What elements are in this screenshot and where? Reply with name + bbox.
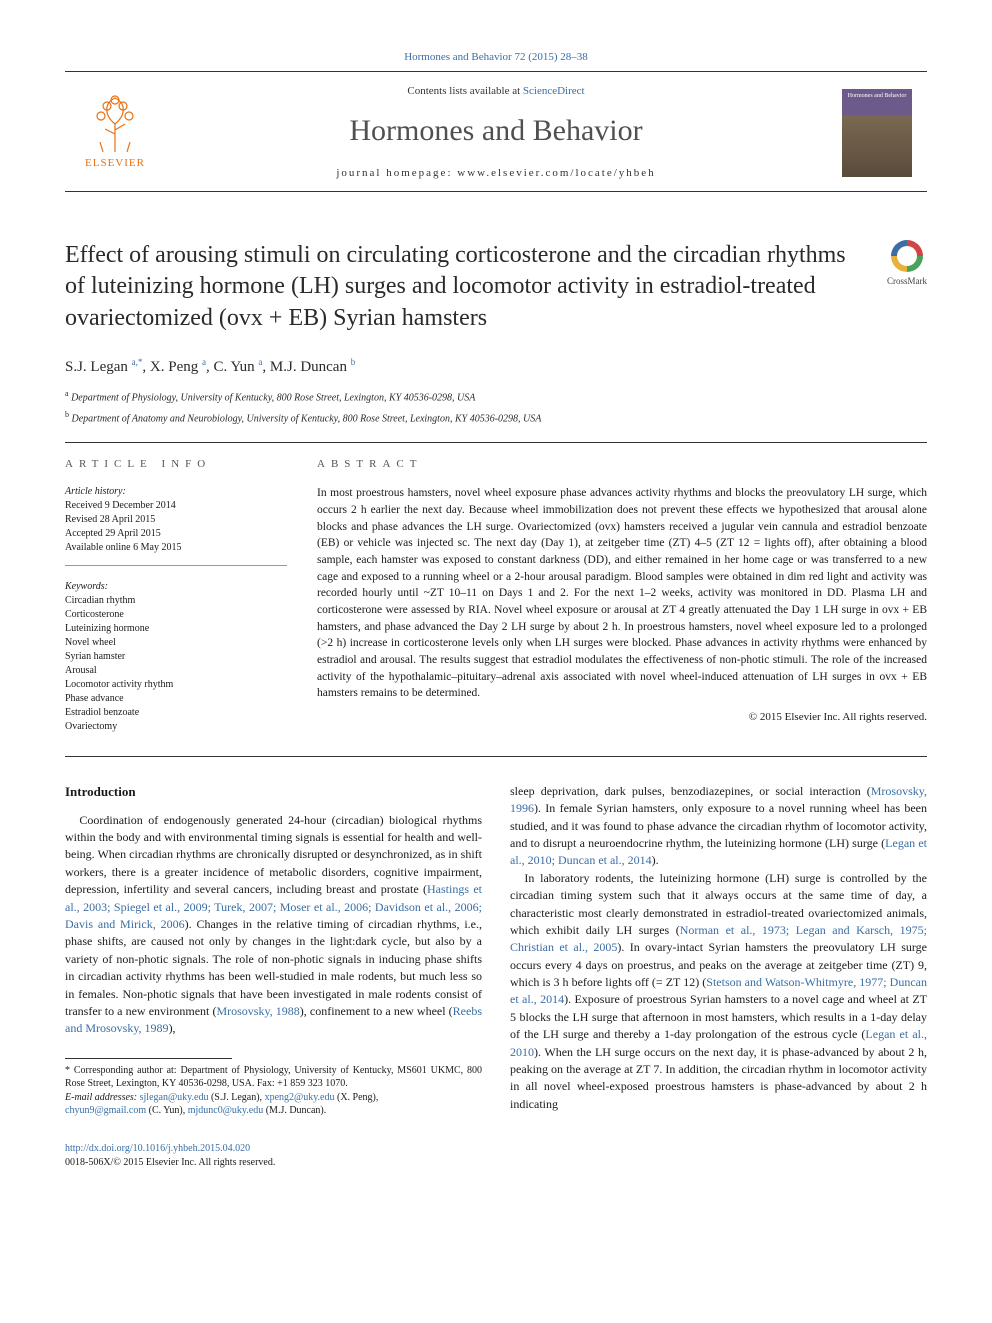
rule (65, 756, 927, 757)
author-list: S.J. Legan a,*, X. Peng a, C. Yun a, M.J… (65, 356, 927, 378)
journal-name: Hormones and Behavior (165, 110, 827, 152)
article-info-column: article info Article history: Received 9… (65, 457, 287, 733)
text-run: ), confinement to a new wheel ( (300, 1004, 453, 1018)
abstract-text: In most proestrous hamsters, novel wheel… (317, 485, 927, 702)
text-run: ). (652, 853, 659, 867)
keyword: Ovariectomy (65, 720, 287, 734)
email-link[interactable]: sjlegan@uky.edu (140, 1092, 209, 1103)
history-item: Received 9 December 2014 (65, 499, 287, 513)
masthead: ELSEVIER Contents lists available at Sci… (65, 72, 927, 192)
journal-reference: Hormones and Behavior 72 (2015) 28–38 (65, 50, 927, 65)
email-link[interactable]: mjdunc0@uky.edu (188, 1105, 264, 1116)
email-label: E-mail addresses: (65, 1092, 140, 1103)
journal-homepage-line: journal homepage: www.elsevier.com/locat… (165, 166, 827, 181)
history-item: Revised 28 April 2015 (65, 513, 287, 527)
body-paragraph: sleep deprivation, dark pulses, benzodia… (510, 783, 927, 870)
text-run: ). When the LH surge occurs on the next … (510, 1045, 927, 1111)
text-run: ), (169, 1021, 176, 1035)
keywords-block: Keywords: Circadian rhythm Corticosteron… (65, 580, 287, 734)
history-heading: Article history: (65, 485, 287, 499)
masthead-center: Contents lists available at ScienceDirec… (165, 84, 827, 181)
email-who: (C. Yun), (146, 1105, 188, 1116)
history-item: Available online 6 May 2015 (65, 541, 287, 555)
keyword: Corticosterone (65, 608, 287, 622)
email-who: (M.J. Duncan). (263, 1105, 326, 1116)
contents-prefix: Contents lists available at (407, 85, 522, 97)
body-paragraph: In laboratory rodents, the luteinizing h… (510, 870, 927, 1113)
crossmark-badge[interactable]: CrossMark (887, 240, 927, 288)
article-history-block: Article history: Received 9 December 201… (65, 485, 287, 566)
keyword: Estradiol benzoate (65, 706, 287, 720)
info-abstract-row: article info Article history: Received 9… (65, 457, 927, 747)
homepage-prefix: journal homepage: (336, 167, 457, 179)
abstract-heading: abstract (317, 457, 927, 473)
history-item: Accepted 29 April 2015 (65, 527, 287, 541)
email-line: E-mail addresses: sjlegan@uky.edu (S.J. … (65, 1091, 482, 1105)
footnote-separator (65, 1058, 232, 1059)
abstract-column: abstract In most proestrous hamsters, no… (317, 457, 927, 733)
affiliation: a Department of Physiology, University o… (65, 388, 927, 405)
email-link[interactable]: chyun9@gmail.com (65, 1105, 146, 1116)
elsevier-tree-icon (85, 94, 145, 154)
crossmark-icon (891, 240, 923, 272)
text-run: ). Changes in the relative timing of cir… (65, 917, 482, 1018)
email-who: (X. Peng), (335, 1092, 379, 1103)
text-run: sleep deprivation, dark pulses, benzodia… (510, 784, 871, 798)
article-info-heading: article info (65, 457, 287, 472)
crossmark-label: CrossMark (887, 275, 927, 288)
email-line: chyun9@gmail.com (C. Yun), mjdunc0@uky.e… (65, 1104, 482, 1118)
email-who: (S.J. Legan), (208, 1092, 264, 1103)
footnotes-block: * Corresponding author at: Department of… (65, 1064, 482, 1118)
journal-cover-thumb: Hormones and Behavior (842, 89, 912, 177)
page-footer: http://dx.doi.org/10.1016/j.yhbeh.2015.0… (65, 1142, 927, 1170)
keyword: Circadian rhythm (65, 594, 287, 608)
text-run: ). In female Syrian hamsters, only expos… (510, 801, 927, 850)
journal-cover-block: Hormones and Behavior (827, 89, 927, 177)
rule (65, 442, 927, 443)
citation-link[interactable]: Mrosovsky, 1988 (216, 1004, 299, 1018)
body-paragraph: Coordination of endogenously generated 2… (65, 812, 482, 1038)
affiliation: b Department of Anatomy and Neurobiology… (65, 409, 927, 426)
corresponding-author-note: * Corresponding author at: Department of… (65, 1064, 482, 1091)
section-heading-introduction: Introduction (65, 783, 482, 802)
article-title: Effect of arousing stimuli on circulatin… (65, 240, 887, 334)
body-two-column: Introduction Coordination of endogenousl… (65, 783, 927, 1118)
doi-link[interactable]: http://dx.doi.org/10.1016/j.yhbeh.2015.0… (65, 1143, 250, 1154)
homepage-url: www.elsevier.com/locate/yhbeh (457, 167, 655, 179)
contents-line: Contents lists available at ScienceDirec… (165, 84, 827, 99)
sciencedirect-link[interactable]: ScienceDirect (523, 85, 585, 97)
keywords-heading: Keywords: (65, 580, 287, 594)
keyword: Luteinizing hormone (65, 622, 287, 636)
keyword: Arousal (65, 664, 287, 678)
keyword: Phase advance (65, 692, 287, 706)
issn-copyright-line: 0018-506X/© 2015 Elsevier Inc. All right… (65, 1156, 927, 1170)
publisher-logo-block: ELSEVIER (65, 94, 165, 171)
cover-text: Hormones and Behavior (845, 92, 909, 100)
text-run: Coordination of endogenously generated 2… (65, 813, 482, 897)
abstract-copyright: © 2015 Elsevier Inc. All rights reserved… (317, 710, 927, 726)
email-link[interactable]: xpeng2@uky.edu (265, 1092, 335, 1103)
keyword: Novel wheel (65, 636, 287, 650)
keyword: Locomotor activity rhythm (65, 678, 287, 692)
publisher-name: ELSEVIER (85, 156, 145, 171)
keyword: Syrian hamster (65, 650, 287, 664)
